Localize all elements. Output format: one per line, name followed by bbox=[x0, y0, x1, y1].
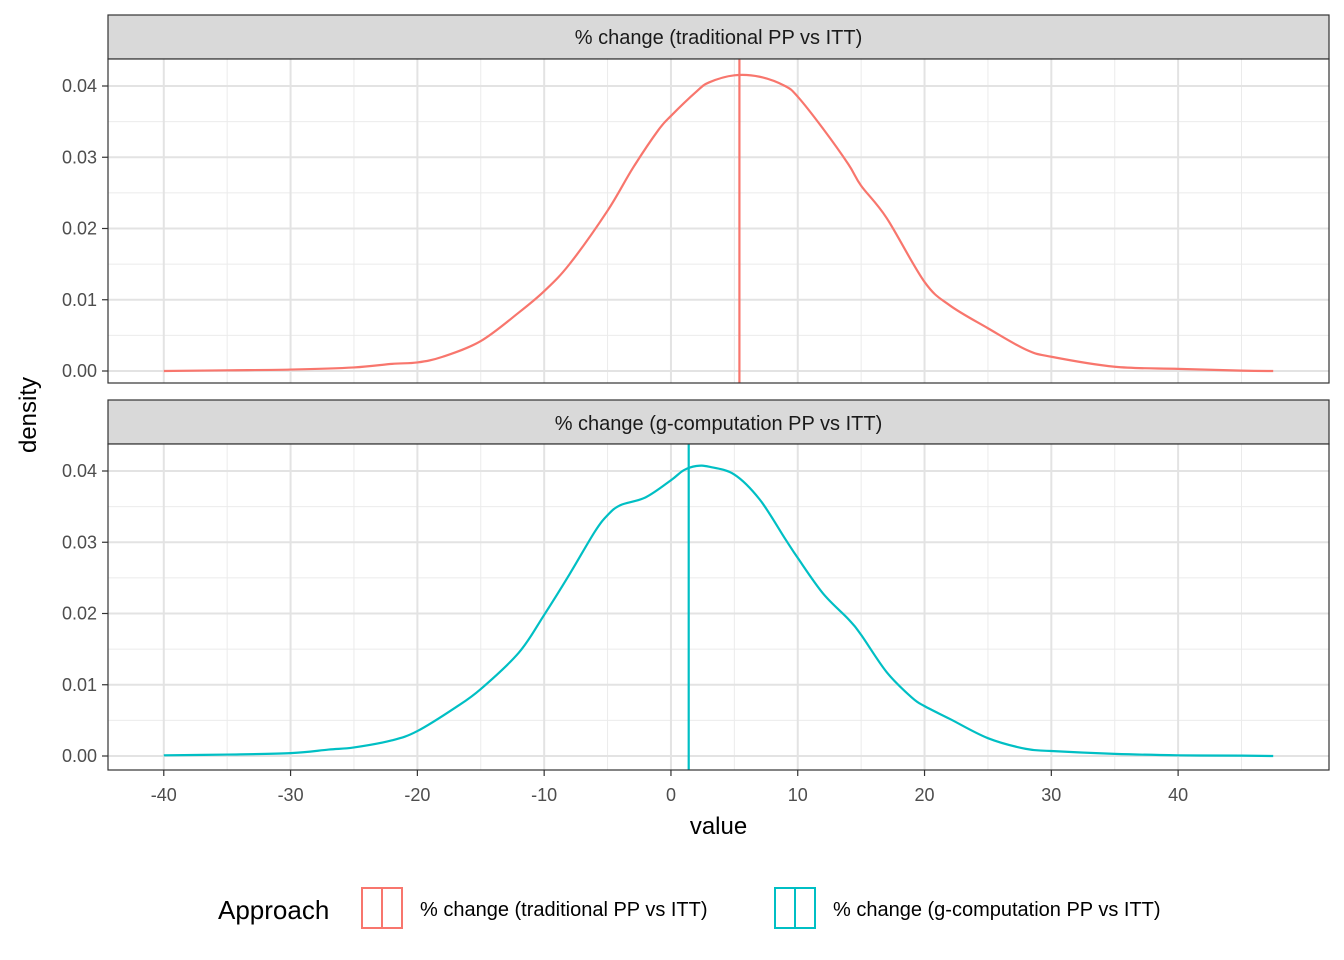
y-tick-label: 0.03 bbox=[62, 147, 97, 167]
x-axis-title: value bbox=[690, 813, 747, 840]
y-tick-label: 0.03 bbox=[62, 532, 97, 552]
x-tick-label: 10 bbox=[788, 785, 808, 805]
y-tick-label: 0.04 bbox=[62, 76, 97, 96]
panel-2-strip-text: % change (g-computation PP vs ITT) bbox=[555, 413, 883, 435]
x-tick-label: 40 bbox=[1168, 785, 1188, 805]
legend-title: Approach bbox=[218, 895, 329, 925]
panel-1-y-axis: 0.00 0.01 0.02 0.03 0.04 bbox=[62, 76, 108, 381]
legend-item-traditional: % change (traditional PP vs ITT) bbox=[361, 887, 708, 929]
panel-2-border bbox=[107, 443, 1330, 771]
panel-1-strip bbox=[107, 14, 1330, 60]
panel-1: % change (traditional PP vs ITT) 0.000.0… bbox=[62, 14, 1330, 384]
x-tick-label: 20 bbox=[915, 785, 935, 805]
x-tick-label: -30 bbox=[278, 785, 304, 805]
panel-1-plot-area bbox=[108, 59, 1329, 383]
y-tick-label: 0.02 bbox=[62, 219, 97, 239]
panel-2-density-line bbox=[163, 464, 1274, 758]
y-axis-title: density bbox=[15, 377, 42, 453]
panel-1-grid bbox=[108, 59, 1329, 383]
panel-1-border bbox=[107, 58, 1330, 384]
x-tick-label: -10 bbox=[531, 785, 557, 805]
x-tick-label: -40 bbox=[151, 785, 177, 805]
y-tick-label: 0.04 bbox=[62, 461, 97, 481]
panel-2-plot-area bbox=[108, 444, 1329, 770]
legend-label-g-computation: % change (g-computation PP vs ITT) bbox=[833, 899, 1161, 921]
y-tick-label: 0.00 bbox=[62, 361, 97, 381]
x-tick-label: -20 bbox=[404, 785, 430, 805]
panel-2-grid bbox=[108, 444, 1329, 770]
panel-2-strip bbox=[107, 399, 1330, 445]
y-tick-label: 0.01 bbox=[62, 290, 97, 310]
y-tick-label: 0.01 bbox=[62, 675, 97, 695]
y-tick-label: 0.02 bbox=[62, 604, 97, 624]
legend-label-traditional: % change (traditional PP vs ITT) bbox=[420, 899, 708, 921]
panel-1-density-line bbox=[163, 73, 1274, 373]
x-axis: -40 -30 -20 -10 0 10 20 30 40 bbox=[151, 770, 1188, 805]
legend: Approach % change (traditional PP vs ITT… bbox=[218, 887, 1161, 929]
x-tick-label: 30 bbox=[1041, 785, 1061, 805]
y-tick-label: 0.00 bbox=[62, 746, 97, 766]
x-tick-label: 0 bbox=[666, 785, 676, 805]
legend-item-g-computation: % change (g-computation PP vs ITT) bbox=[774, 887, 1161, 929]
panel-2-y-axis: 0.00 0.01 0.02 0.03 0.04 bbox=[62, 461, 108, 766]
panel-2: % change (g-computation PP vs ITT) 0.000… bbox=[62, 399, 1330, 771]
panel-1-strip-text: % change (traditional PP vs ITT) bbox=[575, 27, 863, 49]
